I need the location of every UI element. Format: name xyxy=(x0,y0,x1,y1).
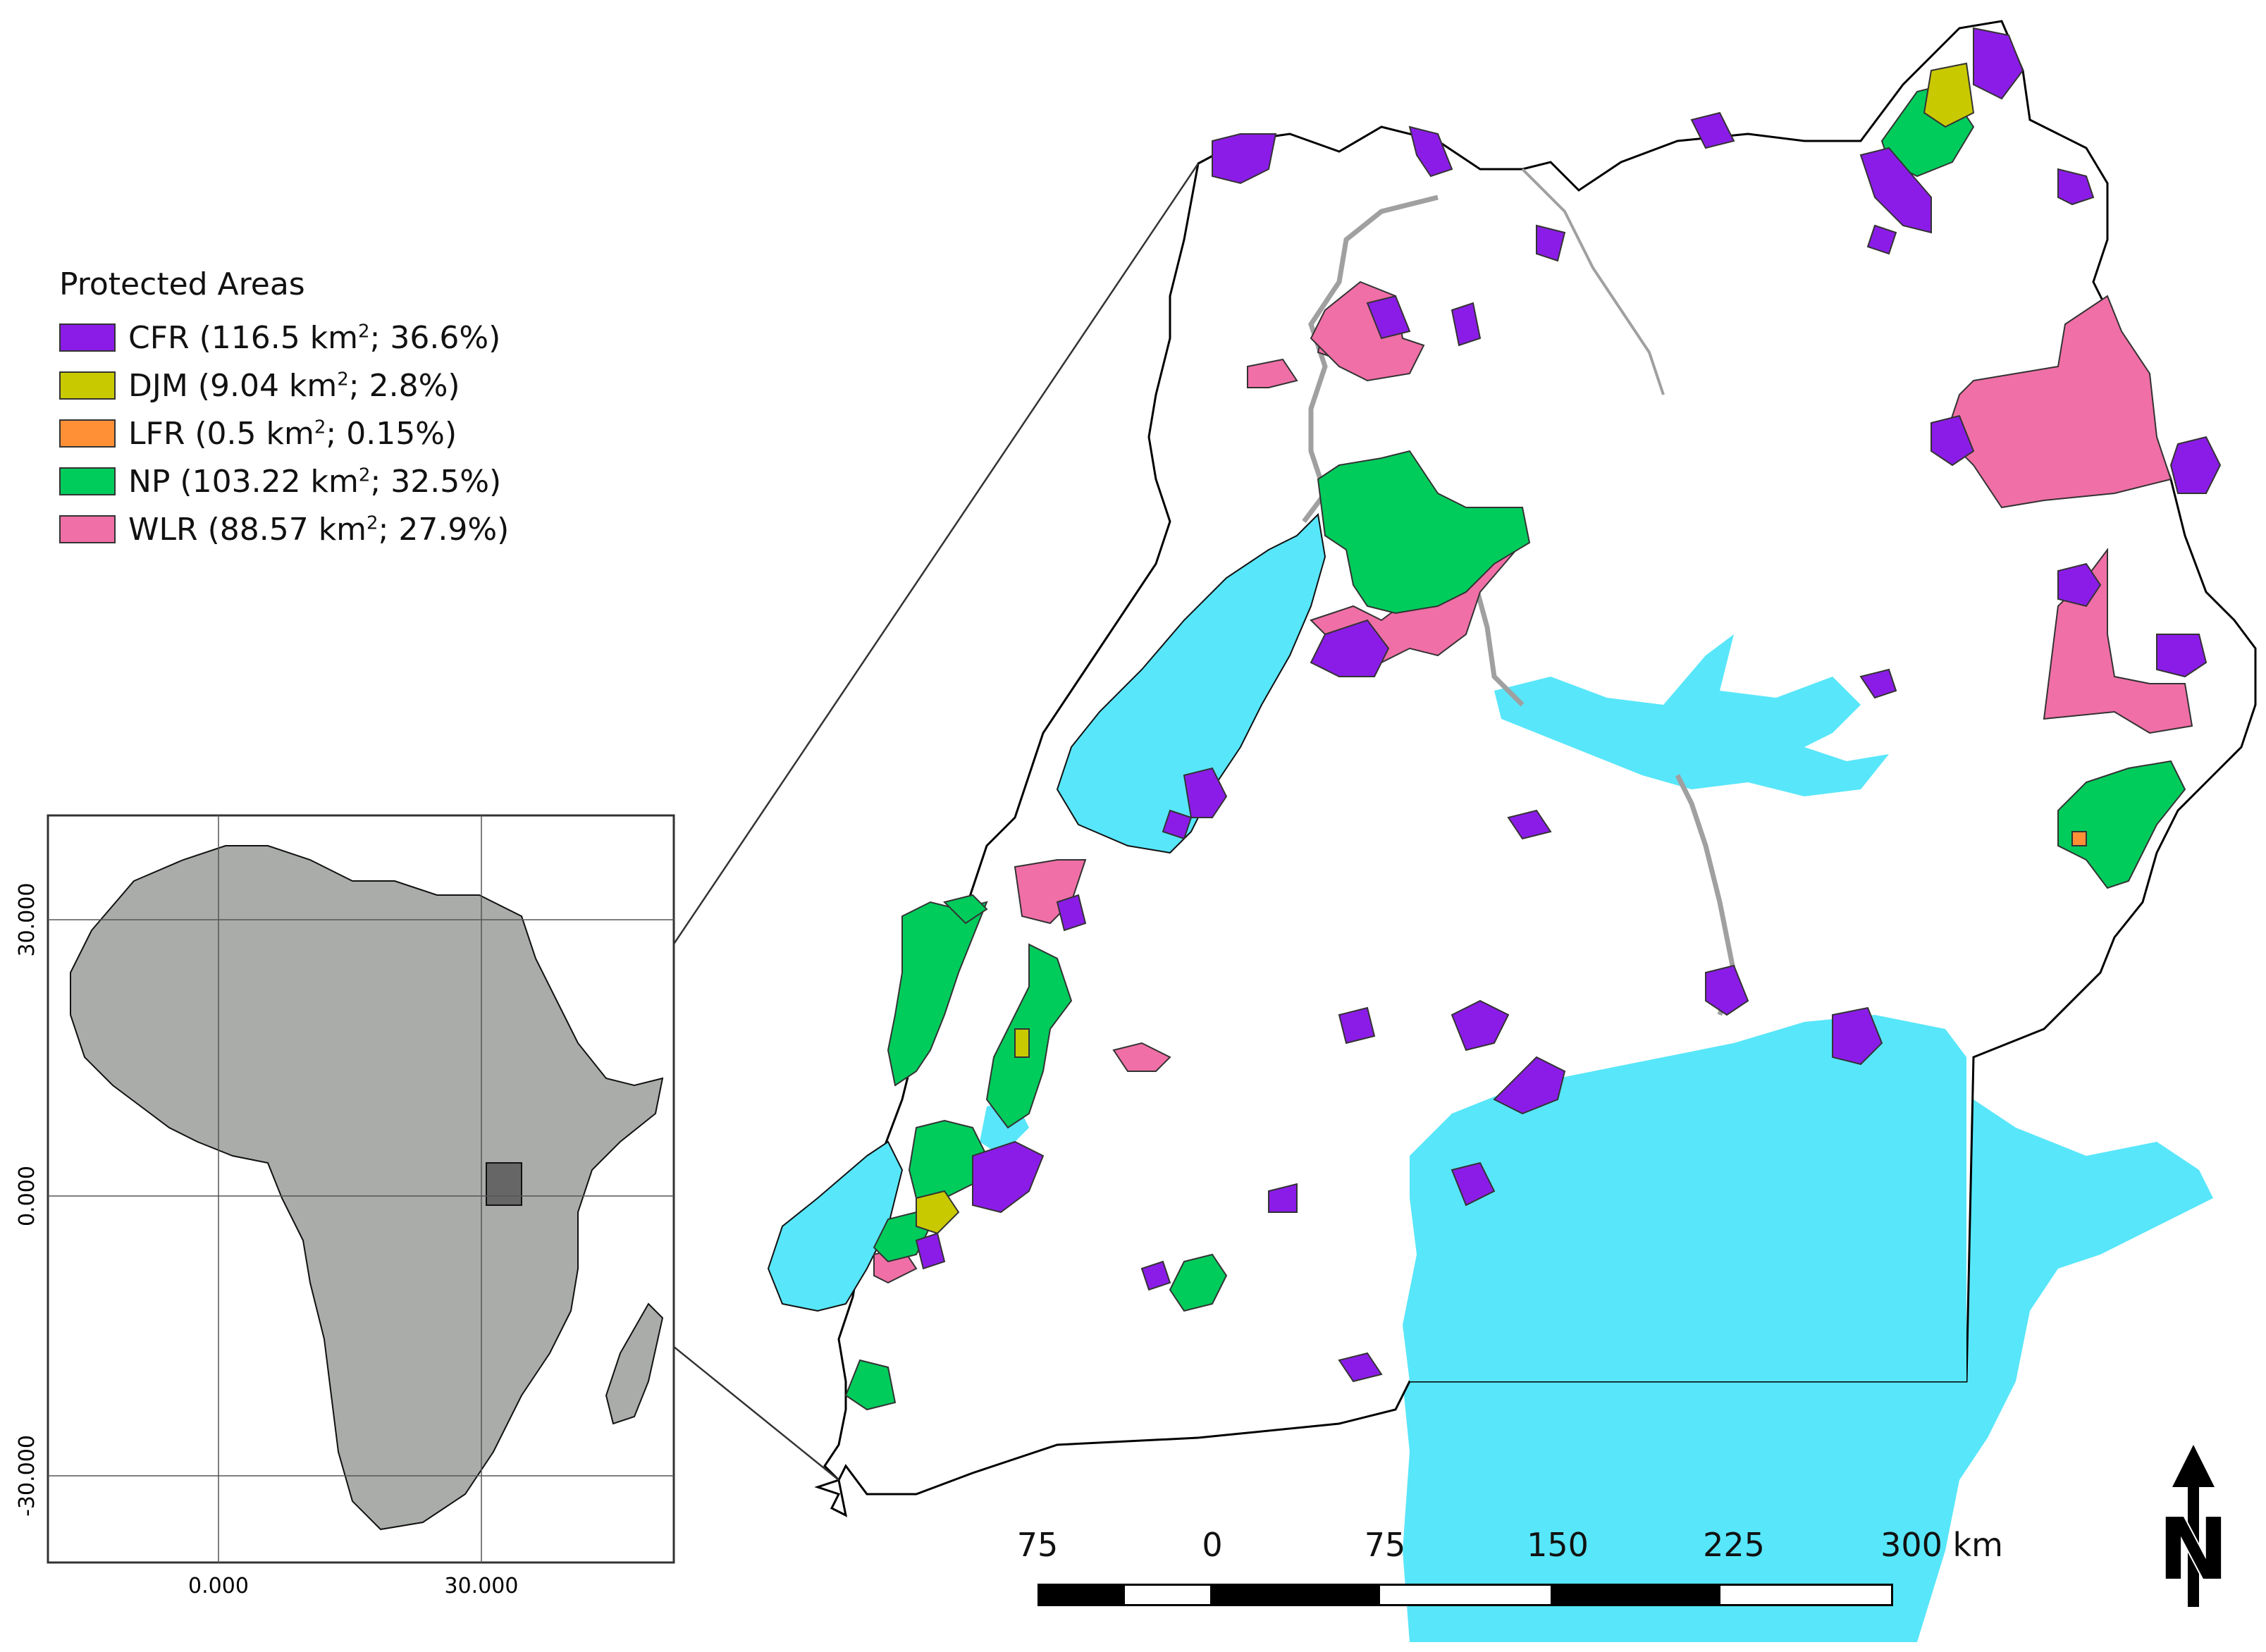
scale-label: 0 xyxy=(1202,1526,1223,1564)
scale-segment xyxy=(1720,1586,1891,1604)
legend-label: LFR (0.5 km2; 0.15%) xyxy=(128,415,457,452)
legend-swatch xyxy=(59,515,116,543)
inset-y-tick-label: 0.000 xyxy=(15,1166,39,1226)
scale-segment xyxy=(1550,1586,1721,1604)
legend-label: WLR (88.57 km2; 27.9%) xyxy=(128,511,510,548)
inset-y-tick-label: -30.000 xyxy=(15,1435,39,1517)
madagascar xyxy=(605,1302,664,1425)
legend-item-lfr: LFR (0.5 km2; 0.15%) xyxy=(59,409,509,457)
legend-swatch xyxy=(59,467,116,495)
legend-item-djm: DJM (9.04 km2; 2.8%) xyxy=(59,362,509,409)
legend-title: Protected Areas xyxy=(59,266,305,302)
cfr-areas xyxy=(915,27,2222,1383)
north-arrow-label: N xyxy=(2158,1501,2229,1599)
scale-segment xyxy=(1380,1586,1551,1604)
scale-segment xyxy=(1124,1586,1210,1604)
legend-label: DJM (9.04 km2; 2.8%) xyxy=(128,367,460,404)
legend: Protected Areas CFR (116.5 km2; 36.6%) D… xyxy=(59,266,509,553)
lake-victoria-north xyxy=(1403,1015,1966,1381)
scale-label: 225 xyxy=(1703,1526,1765,1564)
north-arrow-icon: N xyxy=(2157,1445,2230,1607)
djm-areas xyxy=(916,62,1975,1235)
scale-label: 75 xyxy=(1364,1526,1406,1564)
inset-graticule xyxy=(48,815,674,1562)
legend-swatch xyxy=(59,323,116,352)
legend-label: CFR (116.5 km2; 36.6%) xyxy=(128,319,501,356)
scale-bar-segments xyxy=(1037,1584,1893,1606)
legend-item-wlr: WLR (88.57 km2; 27.9%) xyxy=(59,505,509,553)
uganda-inset xyxy=(486,1162,522,1206)
scale-bar: 75 0 75 150 225 300 km xyxy=(1015,1526,2003,1625)
lake-albert xyxy=(1056,512,1326,854)
scale-segment xyxy=(1040,1586,1125,1604)
inset-x-tick-label: 30.000 xyxy=(445,1574,519,1598)
inset-x-tick-label: 0.000 xyxy=(188,1574,249,1598)
scale-label: 75 xyxy=(1016,1526,1059,1564)
scale-label: 150 xyxy=(1527,1526,1589,1564)
legend-swatch xyxy=(59,371,116,400)
lake-kyoga xyxy=(1494,634,1889,796)
river-border xyxy=(1521,168,1665,395)
legend-swatch xyxy=(59,419,116,448)
inset-y-tick-label: 30.000 xyxy=(15,883,39,957)
africa-inset xyxy=(47,814,675,1564)
lake-edward xyxy=(767,1140,904,1312)
lfr-areas xyxy=(2071,831,2087,846)
legend-label: NP (103.22 km2; 32.5%) xyxy=(128,463,502,500)
scale-segment xyxy=(1209,1586,1381,1604)
legend-item-np: NP (103.22 km2; 32.5%) xyxy=(59,457,509,505)
legend-item-cfr: CFR (116.5 km2; 36.6%) xyxy=(59,314,509,362)
scale-label: 300 km xyxy=(1880,1526,2003,1564)
